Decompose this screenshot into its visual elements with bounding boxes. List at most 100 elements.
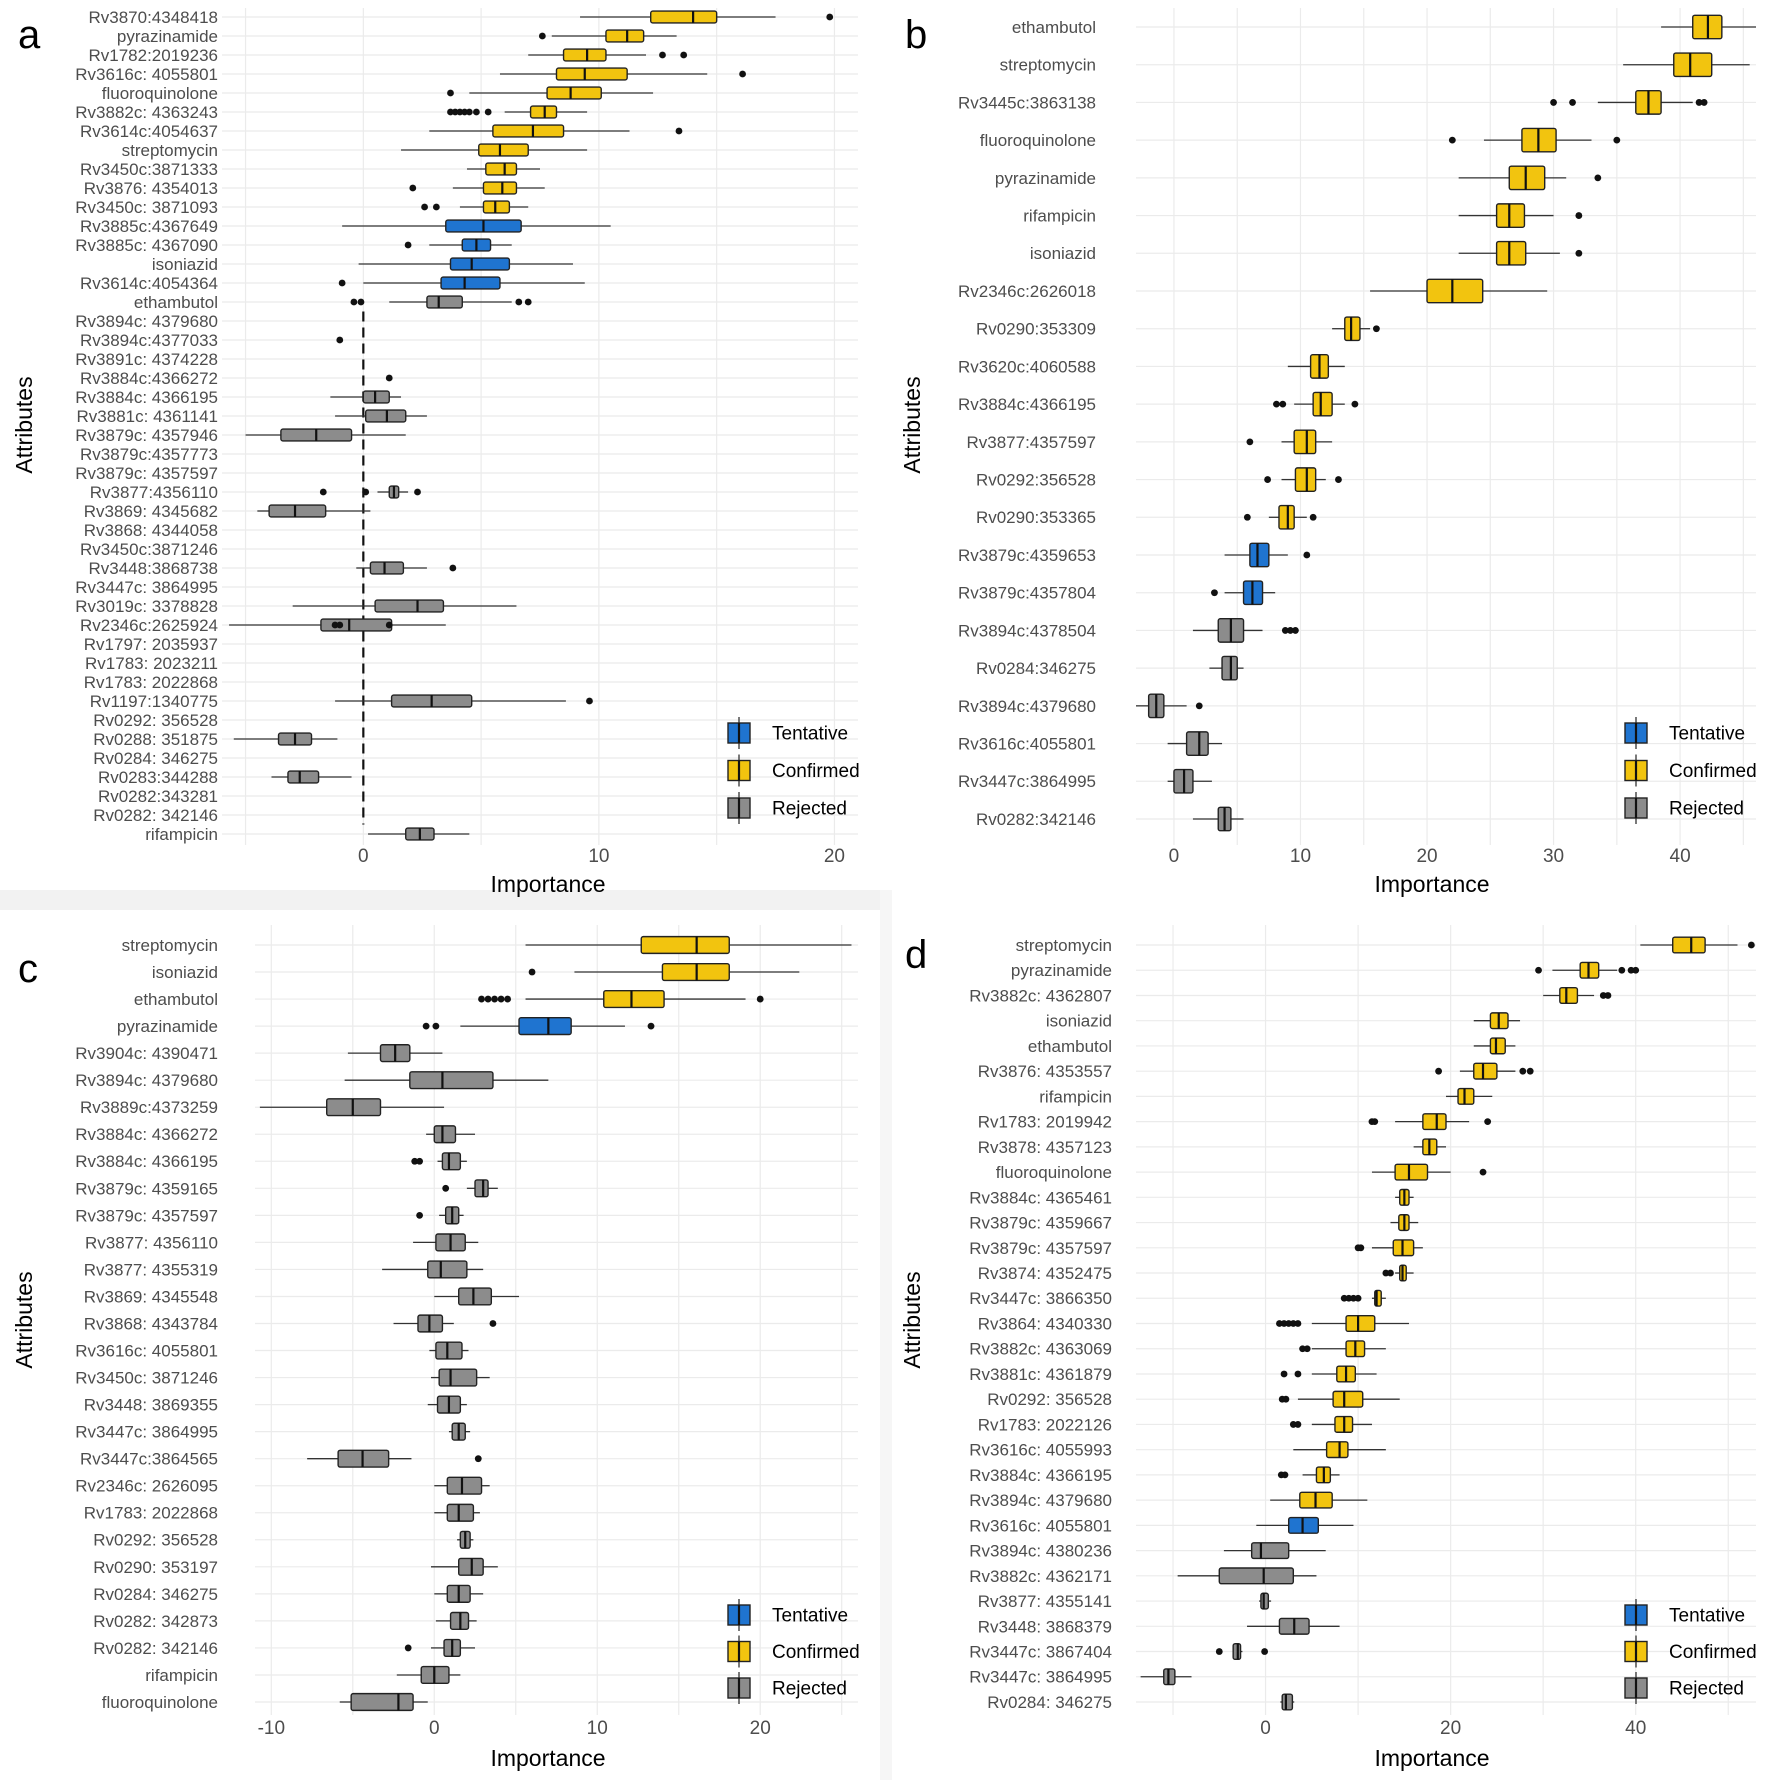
category-label: pyrazinamide (1011, 961, 1112, 980)
outlier-point (1747, 941, 1755, 949)
legend-label: Confirmed (1669, 1642, 1757, 1663)
box-confirmed: Rv1783: 2022126 (978, 1415, 1372, 1434)
outlier-point (1575, 212, 1583, 219)
iqr-box (1218, 1567, 1295, 1585)
category-label: Rv3894c:4379680 (958, 697, 1096, 716)
iqr-box (409, 1071, 494, 1090)
box-rejected: Rv1783: 2022868 (84, 1503, 480, 1523)
x-axis-title: Importance (490, 1745, 605, 1771)
x-tick-label: 0 (358, 846, 369, 867)
x-tick-label: 20 (1416, 846, 1437, 867)
box-rejected: Rv3450c: 3871246 (75, 1368, 490, 1388)
box-confirmed: Rv3884c:4366195 (958, 391, 1359, 417)
iqr-box (482, 200, 511, 214)
outlier-point (659, 51, 666, 59)
outlier-point (1387, 1269, 1394, 1277)
box-rejected: ethambutol (134, 293, 532, 312)
box-rejected: Rv0282: 342873 (93, 1611, 477, 1631)
category-label: Rv1783: 2019942 (978, 1113, 1112, 1132)
box-rejected: Rv2346c: 2626095 (75, 1476, 490, 1496)
outlier-point (1535, 966, 1542, 974)
category-label: Rv3894c: 4380236 (969, 1542, 1112, 1561)
box-rejected: Rv3884c: 4366195 (75, 388, 402, 407)
outlier-point (756, 995, 764, 1003)
outlier-point (1700, 99, 1708, 106)
category-label: streptomycin (1016, 936, 1112, 955)
category-label: Rv2346c: 2626095 (75, 1477, 218, 1496)
outlier-point (1211, 589, 1218, 597)
iqr-box (1508, 165, 1546, 191)
outlier-point (385, 621, 393, 629)
outlier-point (489, 1320, 497, 1327)
box-confirmed: pyrazinamide (117, 27, 677, 46)
category-label: Rv3450c: 3871093 (75, 198, 218, 217)
category-label: Rv1197:1340775 (90, 692, 218, 711)
panel-b: 0 10 20 30 40 Importance Attributes b ethambutol… (899, 8, 1757, 897)
box-confirmed: rifampicin (1023, 203, 1583, 228)
outlier-point (538, 32, 546, 40)
outlier-point (497, 995, 505, 1003)
category-label: Rv0282:343281 (98, 787, 218, 806)
category-label: Rv3616c: 4055801 (75, 1341, 218, 1360)
box-rejected: Rv3879c: 4357597 (75, 1206, 464, 1225)
box-rejected: Rv3447c:3864565 (80, 1449, 482, 1469)
category-label: streptomycin (1000, 56, 1096, 75)
category-label: Rv3868: 4343784 (84, 1314, 218, 1333)
panel-label: a (18, 13, 41, 57)
category-label: rifampicin (145, 1666, 218, 1685)
iqr-box (1250, 1542, 1290, 1560)
category-label: Rv3877:4356110 (90, 483, 218, 502)
box-tentative: pyrazinamide (117, 1017, 655, 1036)
category-label: Rv1782:2019236 (88, 46, 218, 65)
box-confirmed: Rv3864: 4340330 (978, 1314, 1409, 1333)
box-confirmed: Rv2346c:2626018 (958, 278, 1548, 304)
box-rejected: Rv3884c: 4366195 (75, 1152, 467, 1171)
iqr-box (362, 390, 390, 404)
category-label: Rv3894c:4377033 (80, 331, 218, 350)
category-label: Rv3894c: 4379680 (969, 1491, 1112, 1510)
iqr-box (1325, 1441, 1349, 1459)
iqr-box (441, 1152, 462, 1171)
x-tick-label: 10 (1290, 846, 1311, 867)
category-label: Rv0292: 356528 (93, 1531, 218, 1550)
outlier-point (1282, 1395, 1290, 1403)
category-label: Rv3447c:3864565 (80, 1450, 218, 1469)
outlier-point (474, 1455, 482, 1463)
box-confirmed: Rv3450c: 3871093 (75, 198, 529, 217)
box-rejected: Rv3869: 4345682 (84, 502, 371, 521)
panel-d: 0 20 40 Importance Attributes d streptomycin py… (899, 925, 1757, 1771)
iqr-box (446, 1476, 483, 1495)
outlier-point (447, 108, 454, 116)
grid (255, 925, 858, 1715)
outlier-point (739, 70, 746, 78)
iqr-box (474, 1179, 489, 1198)
category-label: Rv3870:4348418 (88, 8, 218, 27)
panel-label: d (905, 933, 927, 977)
category-label: rifampicin (1023, 207, 1096, 226)
box-rejected: Rv3884c:4366272 (80, 369, 393, 388)
category-label: Rv0284: 346275 (93, 1585, 218, 1604)
outlier-point (484, 995, 492, 1003)
category-label: Rv3882c: 4363243 (75, 103, 218, 122)
box-rejected: Rv3447c:3864995 (958, 768, 1212, 794)
category-label: Rv3879c:4359653 (958, 546, 1096, 565)
iqr-box (1495, 240, 1527, 266)
panel-separator-v (880, 890, 892, 1780)
iqr-box (518, 1017, 572, 1036)
legend-label: Rejected (772, 1679, 847, 1700)
box-confirmed: Rv3894c: 4379680 (969, 1491, 1368, 1510)
category-label: Rv3616c: 4055993 (969, 1441, 1112, 1460)
category-label: Rv3614c:4054364 (80, 274, 218, 293)
outlier-point (336, 336, 344, 344)
iqr-box (1457, 1087, 1475, 1105)
box-rejected: Rv0282: 342146 (93, 1638, 476, 1658)
iqr-box (1249, 542, 1270, 568)
outlier-point (586, 697, 593, 705)
box-confirmed: rifampicin (1039, 1087, 1493, 1106)
box-rejected: Rv0290: 353197 (93, 1557, 498, 1577)
outlier-point (1373, 325, 1380, 333)
box-rejected: Rv3879c: 4359165 (75, 1179, 498, 1198)
panel-c: -10 0 10 20 Importance Attributes c streptomyci… (11, 925, 860, 1771)
category-label: Rv1783: 2022868 (84, 1504, 218, 1523)
outlier-point (504, 995, 512, 1003)
